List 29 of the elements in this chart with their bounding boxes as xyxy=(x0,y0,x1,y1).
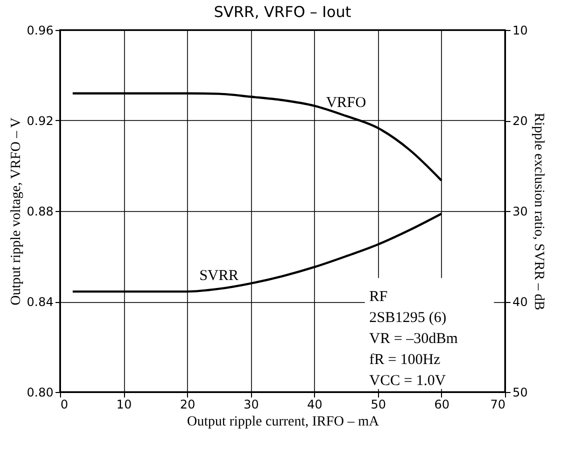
y-tick-label: 0.96 xyxy=(26,24,54,38)
annotation: VCC = 1.0V xyxy=(369,373,446,389)
x-tick-label: 10 xyxy=(116,398,132,412)
y-axis-title: Output ripple voltage, VRFO – V xyxy=(8,118,24,306)
y-tick-label: 0.92 xyxy=(26,114,54,128)
x-tick-label: 40 xyxy=(307,398,322,412)
y2-tick-label: 10 xyxy=(512,24,528,38)
y2-tick-label: 20 xyxy=(512,114,528,128)
y-tick-label: 0.88 xyxy=(26,204,54,218)
y2-tick-label: 40 xyxy=(512,295,528,309)
annotation: fR = 100Hz xyxy=(369,352,441,368)
series-label: SVRR xyxy=(199,268,239,284)
y-tick-label: 0.80 xyxy=(26,386,54,400)
y2-tick-label: 30 xyxy=(512,204,528,218)
annotation: VR = –30dBm xyxy=(369,331,458,347)
y2-tick-label: 50 xyxy=(512,386,528,400)
chart-title: SVRR, VRFO – Iout xyxy=(214,3,352,21)
x-tick-label: 0 xyxy=(60,398,68,412)
x-tick-label: 20 xyxy=(180,398,196,412)
series-label: VRFO xyxy=(326,94,366,111)
x-tick-label: 50 xyxy=(370,398,386,412)
x-tick-label: 30 xyxy=(244,398,259,412)
x-tick-label: 60 xyxy=(434,398,450,412)
x-tick-label: 70 xyxy=(490,398,506,412)
annotation: RF xyxy=(369,289,388,305)
annotation: 2SB1295 (6) xyxy=(369,310,446,326)
x-axis-title: Output ripple current, IRFO – mA xyxy=(186,414,380,430)
y2-axis-title: Ripple exclusion ratio, SVRR – dB xyxy=(530,112,546,310)
y-tick-label: 0.84 xyxy=(26,295,54,309)
